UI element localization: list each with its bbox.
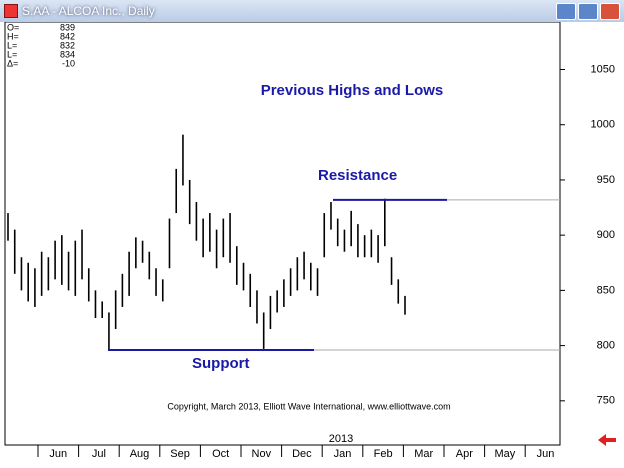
scroll-arrow[interactable] (598, 434, 616, 446)
info-label: H= (7, 31, 19, 41)
x-tick-label: Jun (537, 448, 555, 460)
x-tick-label: Jul (92, 448, 106, 460)
window-title: S.AA - ALCOA Inc., Daily (22, 4, 155, 18)
x-tick-label: Aug (130, 448, 150, 460)
info-label: O= (7, 22, 19, 32)
x-tick-label: Jun (49, 448, 67, 460)
info-label: Δ= (7, 58, 18, 68)
chart-title: Previous Highs and Lows (261, 82, 444, 99)
y-tick-label: 900 (597, 229, 615, 241)
y-tick-label: 950 (597, 174, 615, 186)
y-tick-label: 850 (597, 284, 615, 296)
info-value: 834 (60, 49, 75, 59)
year-label: 2013 (329, 433, 353, 445)
minimize-button[interactable] (556, 3, 576, 20)
x-tick-label: Oct (212, 448, 229, 460)
x-tick-label: Mar (414, 448, 433, 460)
info-value: 839 (60, 22, 75, 32)
y-tick-label: 800 (597, 340, 615, 352)
x-tick-label: Feb (374, 448, 393, 460)
close-button[interactable] (600, 3, 620, 20)
info-value: -10 (62, 58, 75, 68)
info-label: L= (7, 49, 17, 59)
x-tick-label: Dec (292, 448, 312, 460)
y-tick-label: 1000 (591, 119, 615, 131)
x-tick-label: Sep (170, 448, 190, 460)
info-value: 832 (60, 40, 75, 50)
level-label: Support (192, 355, 250, 372)
level-label: Resistance (318, 167, 397, 184)
y-tick-label: 750 (597, 395, 615, 407)
info-value: 842 (60, 31, 75, 41)
y-tick-label: 1050 (591, 63, 615, 75)
plot-area (4, 22, 561, 446)
x-tick-label: May (495, 448, 516, 460)
x-tick-label: Nov (252, 448, 272, 460)
maximize-button[interactable] (578, 3, 598, 20)
chart: 750 800 850 900 950 1000 1050 Jun Jul Aug Sep Oct No… (0, 22, 624, 468)
x-tick-label: Apr (456, 448, 473, 460)
x-tick-label: Jan (334, 448, 352, 460)
app-icon (4, 4, 18, 18)
copyright: Copyright, March 2013, Elliott Wave Inte… (167, 401, 450, 411)
title-bar: S.AA - ALCOA Inc., Daily (0, 0, 624, 22)
info-label: L= (7, 40, 17, 50)
